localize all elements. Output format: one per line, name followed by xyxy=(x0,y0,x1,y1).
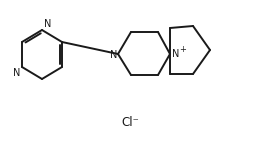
Text: +: + xyxy=(179,44,186,53)
Text: Cl⁻: Cl⁻ xyxy=(121,116,139,129)
Text: N: N xyxy=(172,49,179,59)
Text: N: N xyxy=(13,68,20,78)
Text: N: N xyxy=(110,50,117,60)
Text: N: N xyxy=(44,19,51,29)
